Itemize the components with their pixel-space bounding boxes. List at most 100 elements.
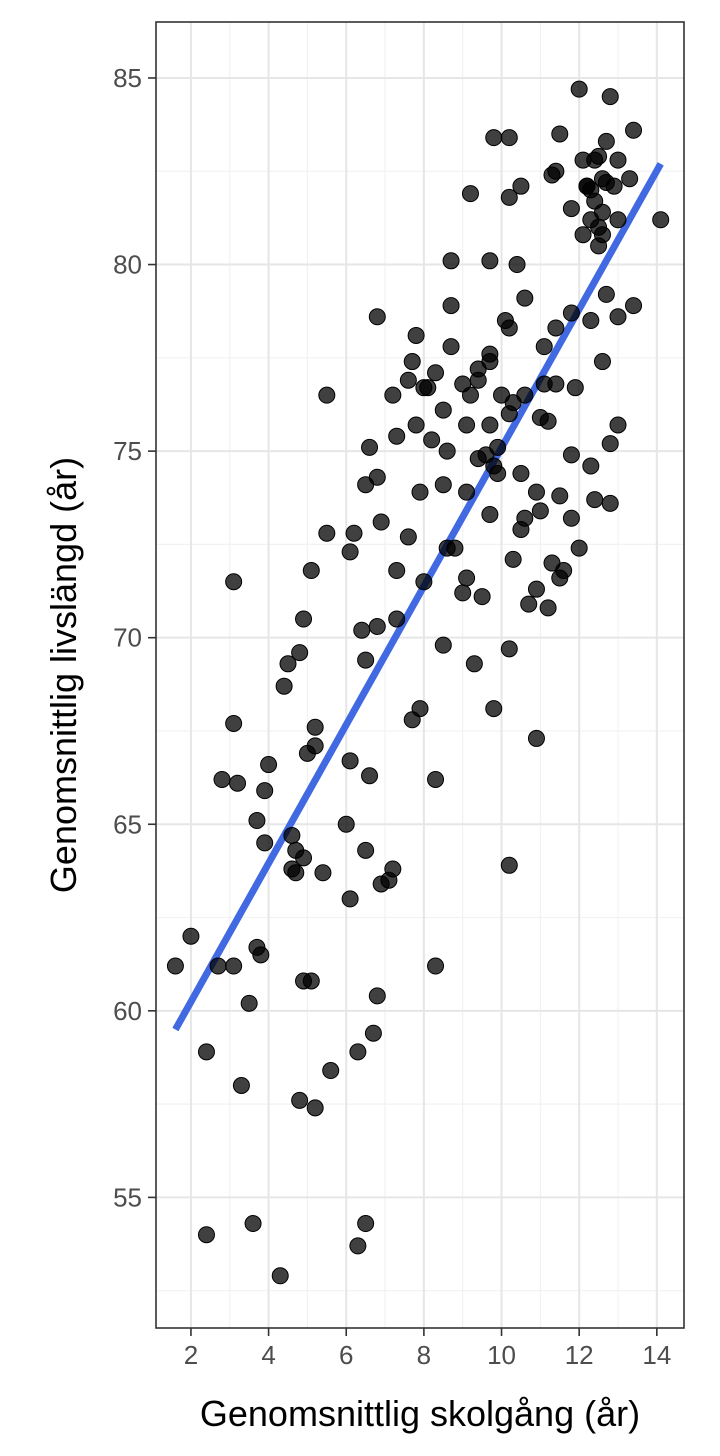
data-point <box>353 621 371 639</box>
data-point <box>547 319 565 337</box>
data-point <box>504 550 522 568</box>
data-point <box>166 957 184 975</box>
data-point <box>423 431 441 449</box>
data-point <box>197 1226 215 1244</box>
data-point <box>562 509 580 527</box>
data-point <box>582 312 600 330</box>
data-point <box>295 610 313 628</box>
data-point <box>302 562 320 580</box>
data-point <box>461 386 479 404</box>
data-point <box>384 860 402 878</box>
data-point <box>605 177 623 195</box>
data-point <box>625 297 643 315</box>
data-point <box>442 297 460 315</box>
x-tick-label: 8 <box>417 1340 431 1370</box>
data-point <box>388 427 406 445</box>
data-point <box>621 170 639 188</box>
data-point <box>597 285 615 303</box>
data-point <box>531 502 549 520</box>
data-point <box>411 483 429 501</box>
y-tick-label: 55 <box>113 1182 142 1212</box>
data-point <box>357 651 375 669</box>
data-point <box>256 834 274 852</box>
data-point <box>295 849 313 867</box>
data-point <box>240 994 258 1012</box>
data-point <box>271 1267 289 1285</box>
data-point <box>566 379 584 397</box>
data-point <box>574 226 592 244</box>
data-point <box>306 737 324 755</box>
data-point <box>434 476 452 494</box>
data-point <box>481 252 499 270</box>
data-point <box>232 1076 250 1094</box>
x-axis-ticks: 2 4 6 8 10 12 14 <box>184 1328 671 1370</box>
data-point <box>291 644 309 662</box>
x-tick-label: 4 <box>261 1340 275 1370</box>
data-point <box>318 524 336 542</box>
data-point <box>182 927 200 945</box>
data-point <box>547 375 565 393</box>
data-point <box>225 957 243 975</box>
data-point <box>562 304 580 322</box>
data-point <box>454 584 472 602</box>
data-point <box>500 319 518 337</box>
data-point <box>512 177 530 195</box>
data-point <box>364 1024 382 1042</box>
data-point <box>555 562 573 580</box>
data-point <box>551 487 569 505</box>
data-point <box>248 812 266 830</box>
data-point <box>458 483 476 501</box>
x-axis-title: Genomsnittlig skolgång (år) <box>200 1393 640 1434</box>
data-point <box>442 252 460 270</box>
x-tick-label: 14 <box>642 1340 671 1370</box>
data-point <box>652 211 670 229</box>
data-point <box>368 617 386 635</box>
data-points <box>166 80 670 1285</box>
data-point <box>438 442 456 460</box>
data-point <box>458 569 476 587</box>
data-point <box>593 226 611 244</box>
x-tick-label: 10 <box>487 1340 516 1370</box>
data-point <box>465 655 483 673</box>
data-point <box>225 573 243 591</box>
y-tick-label: 75 <box>113 436 142 466</box>
data-point <box>302 972 320 990</box>
data-point <box>500 129 518 147</box>
data-point <box>512 465 530 483</box>
x-tick-label: 2 <box>184 1340 198 1370</box>
data-point <box>520 595 538 613</box>
x-tick-label: 12 <box>565 1340 594 1370</box>
data-point <box>481 345 499 363</box>
data-point <box>539 599 557 617</box>
data-point <box>609 416 627 434</box>
data-point <box>407 326 425 344</box>
data-point <box>593 353 611 371</box>
data-point <box>527 580 545 598</box>
data-point <box>481 506 499 524</box>
data-point <box>388 562 406 580</box>
data-point <box>535 338 553 356</box>
data-point <box>516 509 534 527</box>
data-point <box>372 513 390 531</box>
data-point <box>570 80 588 98</box>
data-point <box>516 386 534 404</box>
data-point <box>625 121 643 139</box>
data-point <box>384 386 402 404</box>
data-point <box>306 1099 324 1117</box>
data-point <box>489 465 507 483</box>
y-tick-label: 60 <box>113 996 142 1026</box>
data-point <box>601 494 619 512</box>
data-point <box>368 308 386 326</box>
data-point <box>287 864 305 882</box>
data-point <box>213 770 231 788</box>
data-point <box>337 815 355 833</box>
data-point <box>539 412 557 430</box>
data-point <box>485 700 503 718</box>
data-point <box>593 203 611 221</box>
data-point <box>562 446 580 464</box>
data-point <box>609 211 627 229</box>
data-point <box>551 125 569 143</box>
data-point <box>361 438 379 456</box>
data-point <box>399 371 417 389</box>
